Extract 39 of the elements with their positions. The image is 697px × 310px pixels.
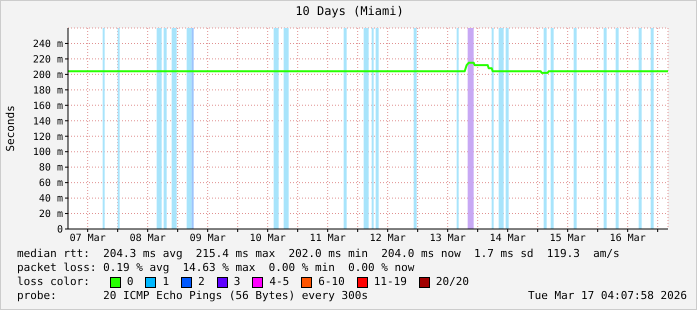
text: Tue Mar 17 04:07:58 2026 xyxy=(528,289,687,303)
legend-label: 3 xyxy=(234,275,240,289)
x-tick-label: 07 Mar xyxy=(70,233,106,244)
x-tick-label: 16 Mar xyxy=(610,233,646,244)
text: probe: 20 ICMP Echo Pings (56 Bytes) every 300s xyxy=(17,289,368,303)
y-tick-label: 120 m xyxy=(32,132,63,143)
y-tick-label: 220 m xyxy=(32,54,63,66)
y-tick-label: 20 m xyxy=(38,209,63,220)
text: packet loss: 0.19 % avg 14.63 % max 0.00 % min 0.00 % now xyxy=(17,261,416,275)
legend-label: 4-5 xyxy=(269,275,290,289)
y-tick-label: 40 m xyxy=(38,194,63,205)
line-series xyxy=(68,62,668,74)
chart-title: 10 Days (Miami) xyxy=(294,4,405,18)
x-tick-label: 11 Mar xyxy=(310,233,346,244)
legend-label: 6-10 xyxy=(318,275,345,289)
x-tick-label: 09 Mar xyxy=(190,233,226,244)
y-tick-label: 200 m xyxy=(32,70,63,81)
legend-label: 20/20 xyxy=(436,275,469,289)
text: median rtt: 204.3 ms avg 215.4 ms max 202.0 ms min 204.0 ms now 1.7 ms sd 119.3 am/s xyxy=(17,247,621,261)
x-tick-label: 12 Mar xyxy=(370,233,406,244)
y-tick-label: 140 m xyxy=(32,116,63,128)
legend-label: 1 xyxy=(162,275,170,289)
legend-label: 2 xyxy=(198,275,205,289)
y-tick-label: 240 m xyxy=(32,39,63,50)
y-tick-label: 100 m xyxy=(32,147,63,158)
legend-label: 0 xyxy=(126,275,134,289)
x-tick-label: 15 Mar xyxy=(550,233,586,244)
legend-label: 11-19 xyxy=(374,275,407,289)
x-tick-label: 10 Mar xyxy=(250,233,286,244)
legend-title: loss color: xyxy=(17,275,90,289)
y-tick-label: 160 m xyxy=(32,100,63,112)
x-tick-label: 13 Mar xyxy=(430,233,466,244)
y-tick-label: 180 m xyxy=(32,85,63,96)
x-tick-label: 08 Mar xyxy=(130,233,166,244)
y-axis-title: Seconds xyxy=(4,105,17,152)
y-tick-label: 0 xyxy=(56,224,63,236)
y-tick-label: 60 m xyxy=(38,178,63,190)
x-tick-label: 14 Mar xyxy=(490,233,526,244)
y-tick-label: 80 m xyxy=(38,162,63,174)
